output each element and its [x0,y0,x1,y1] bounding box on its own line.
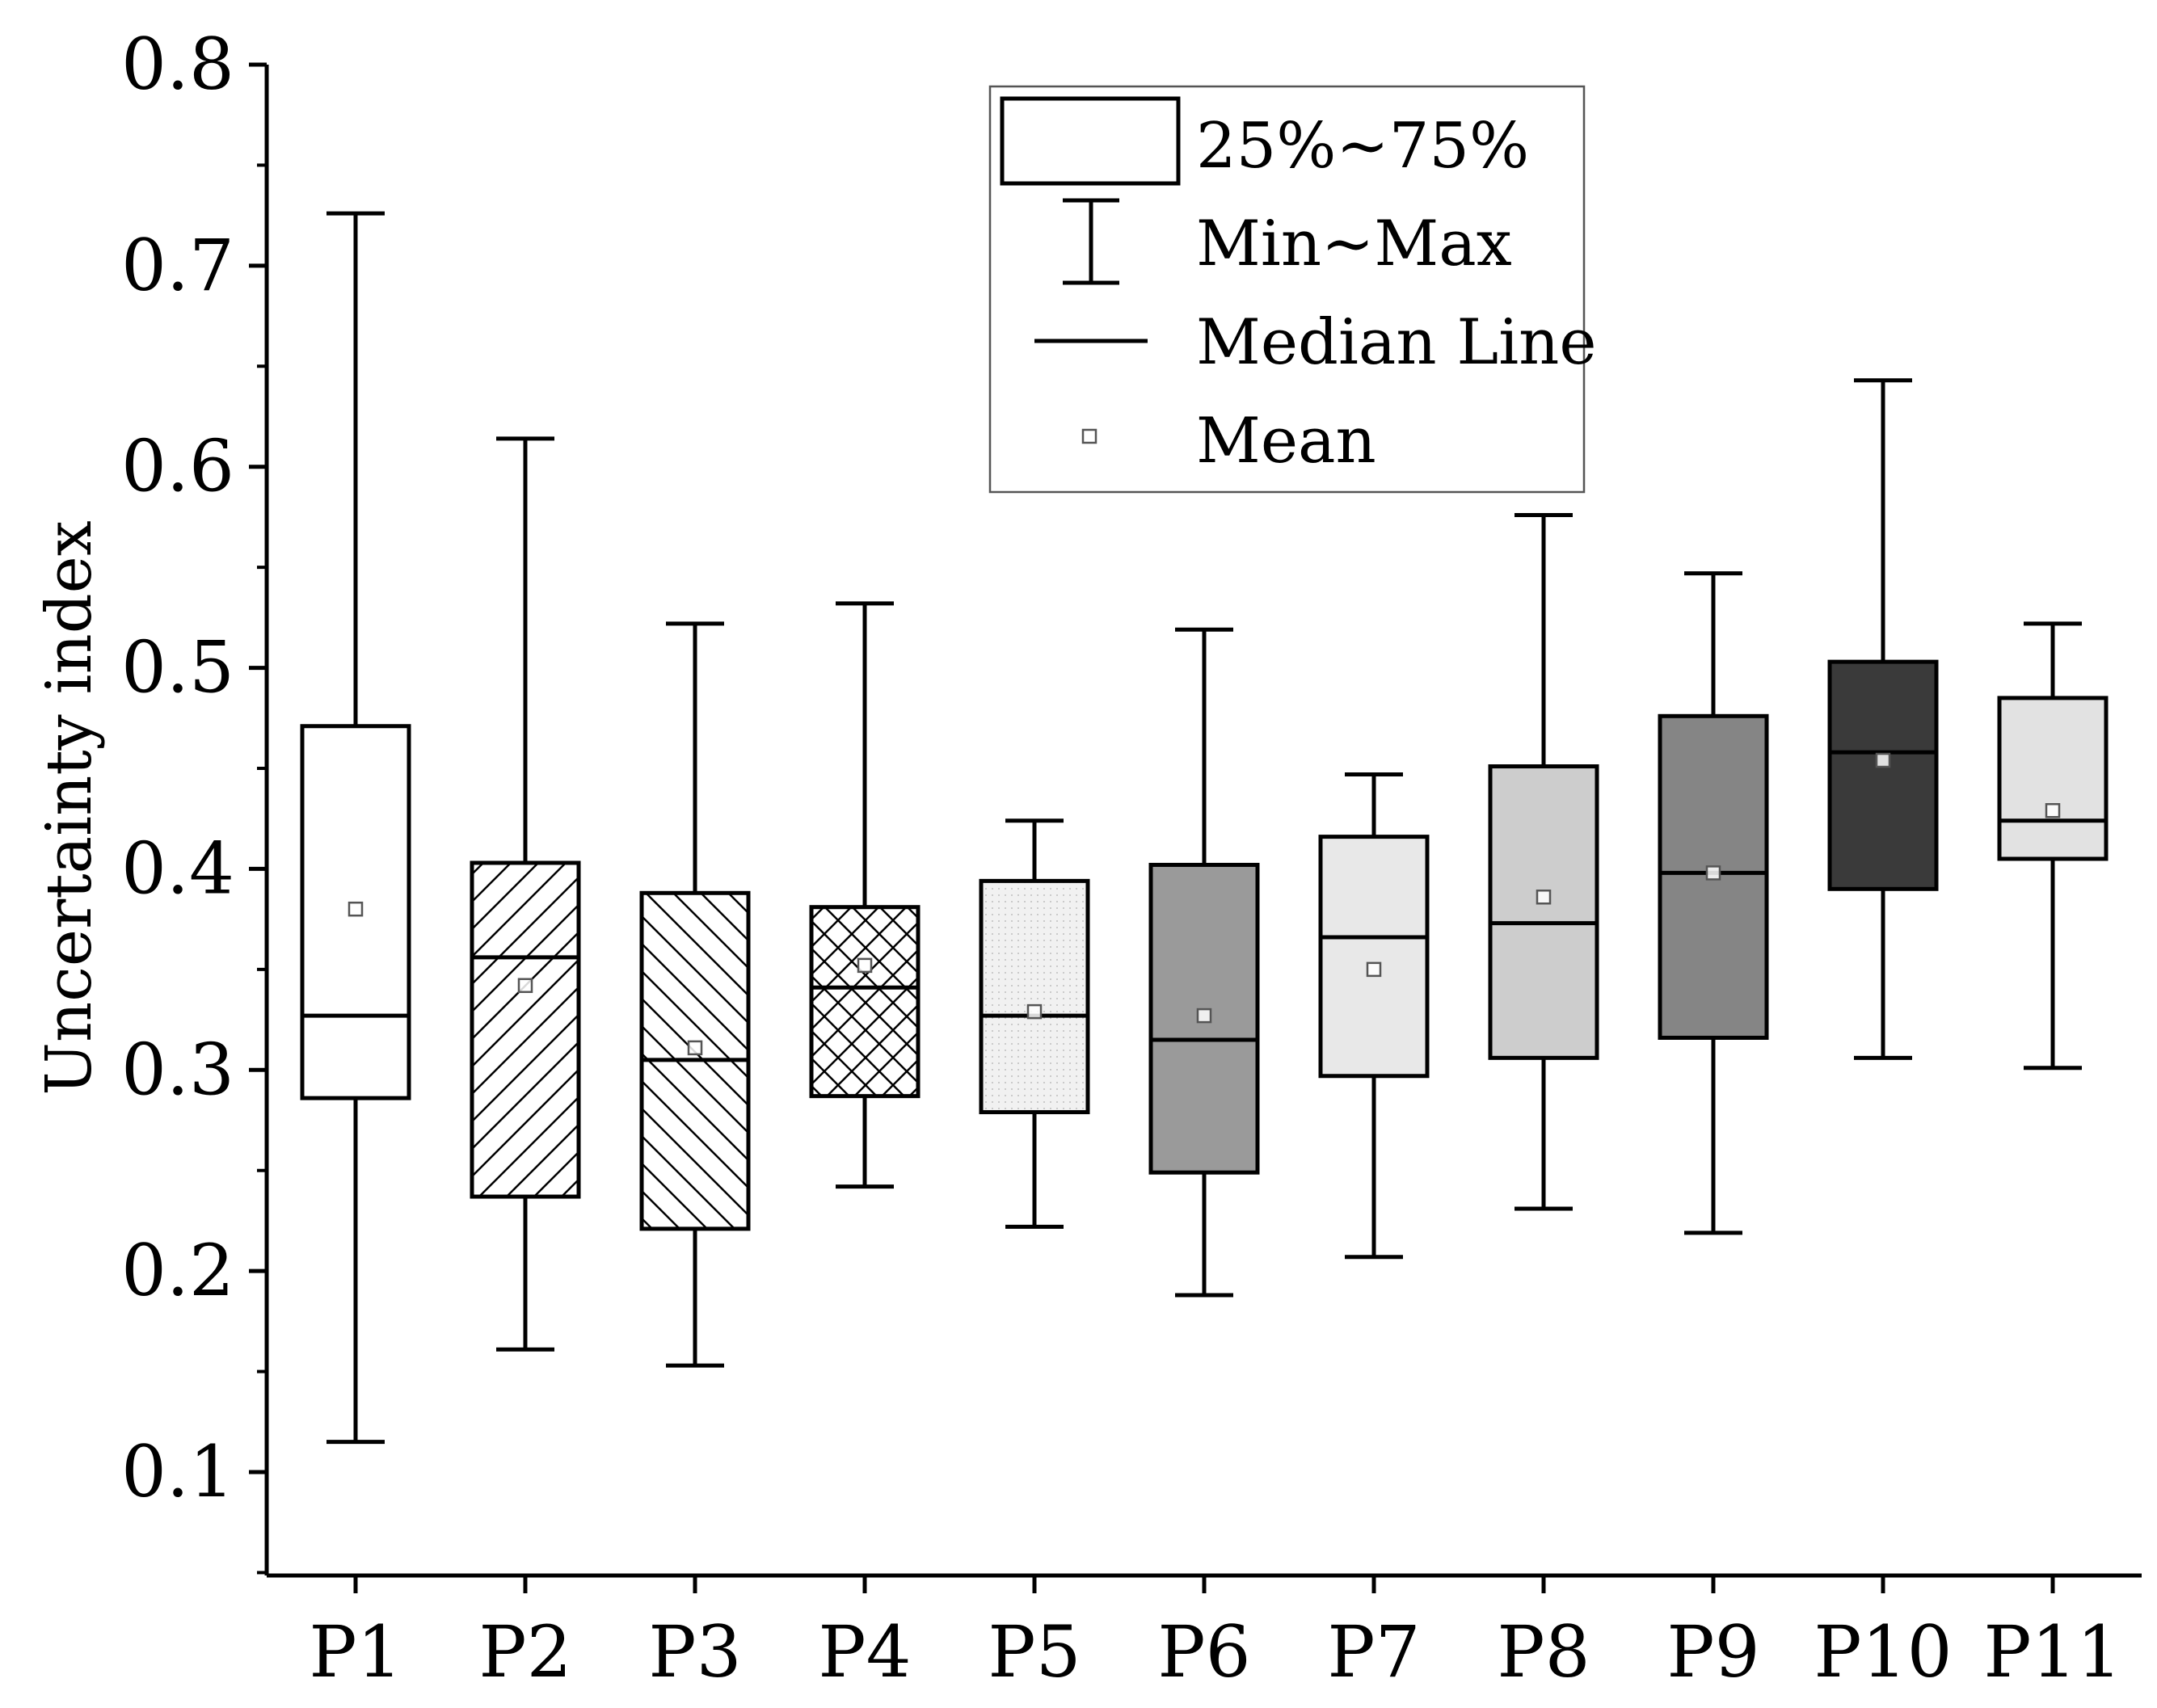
x-tick-label: P10 [1814,1610,1952,1693]
box-p3 [639,621,751,1368]
y-ticks: 0.1 0.2 0.3 0.4 0.5 0.6 0.7 0.8 [121,23,267,1575]
x-tick-label: P2 [478,1610,571,1693]
x-tick-label: P7 [1327,1610,1420,1693]
boxes-group [300,211,2109,1445]
y-tick-label: 0.5 [121,626,234,709]
mean-marker [1875,752,1891,768]
x-tick-label: P4 [818,1610,911,1693]
box-p2 [470,436,581,1352]
mean-marker [1705,865,1721,881]
legend-label-mean: Mean [1196,405,1376,477]
x-tick-label: P11 [1983,1610,2121,1693]
box-pattern [811,907,918,1096]
y-tick-label: 0.7 [121,224,234,307]
x-tick-label: P1 [309,1610,402,1693]
box-pattern [981,881,1088,1113]
box-iqr [1148,862,1260,1175]
legend-label-whisker: Min~Max [1196,208,1512,280]
y-axis-title: Uncertainty index [33,520,106,1096]
y-tick-label: 0.8 [121,23,234,106]
legend: 25%~75% Min~Max Median Line Mean [988,85,1597,494]
box-pattern [472,862,579,1197]
y-tick-label: 0.2 [121,1229,234,1312]
box-iqr [300,724,411,1100]
mean-marker [1536,890,1552,905]
x-tick-label: P8 [1497,1610,1590,1693]
x-tick-label: P5 [988,1610,1081,1693]
box-p7 [1318,772,1430,1260]
legend-whisker-swatch [1063,198,1119,285]
box-fill [1999,697,2106,859]
y-tick-label: 0.1 [121,1430,234,1513]
axes: 0.10.20.30.40.50.60.70.8 P1 P2 P3 P4 P5 P6 P7 P… [121,23,2142,1693]
x-tick-label: P9 [1666,1610,1759,1693]
mean-marker [2045,803,2061,818]
x-tick-label: P6 [1157,1610,1250,1693]
mean-marker [1196,1008,1212,1024]
legend-label-median: Median Line [1196,306,1597,379]
legend-label-box: 25%~75% [1196,110,1529,183]
mean-marker [857,957,873,974]
box-p11 [1997,621,2109,1071]
y-tick-label: 0.6 [121,425,234,508]
box-iqr [470,860,581,1199]
box-p9 [1658,571,1769,1235]
x-tick-label: P3 [648,1610,741,1693]
box-iqr [1997,696,2109,861]
box-fill [1830,662,1936,890]
box-iqr [979,878,1090,1115]
mean-marker [1366,961,1382,978]
mean-marker [1026,1003,1043,1020]
box-iqr [1318,835,1430,1079]
x-ticks: P1 P2 P3 P4 P5 P6 P7 P8 P9 P10 P11 [309,1575,2122,1693]
box-p5 [979,818,1090,1229]
box-iqr [809,905,921,1099]
box-iqr [1488,764,1599,1060]
legend-mean-swatch [1081,428,1097,444]
y-tick-label: 0.4 [121,827,234,910]
legend-box-swatch [1000,96,1181,186]
box-p8 [1488,512,1599,1211]
mean-marker [687,1040,703,1056]
mean-marker [517,978,533,994]
box-fill [1321,836,1427,1076]
box-p1 [300,211,411,1445]
box-fill [1490,766,1597,1058]
mean-marker [348,901,364,917]
box-p10 [1827,378,1939,1060]
box-iqr [1658,713,1769,1040]
y-tick-label: 0.3 [121,1028,234,1111]
box-p4 [809,601,921,1189]
box-p6 [1148,627,1260,1298]
box-iqr [1827,659,1939,891]
